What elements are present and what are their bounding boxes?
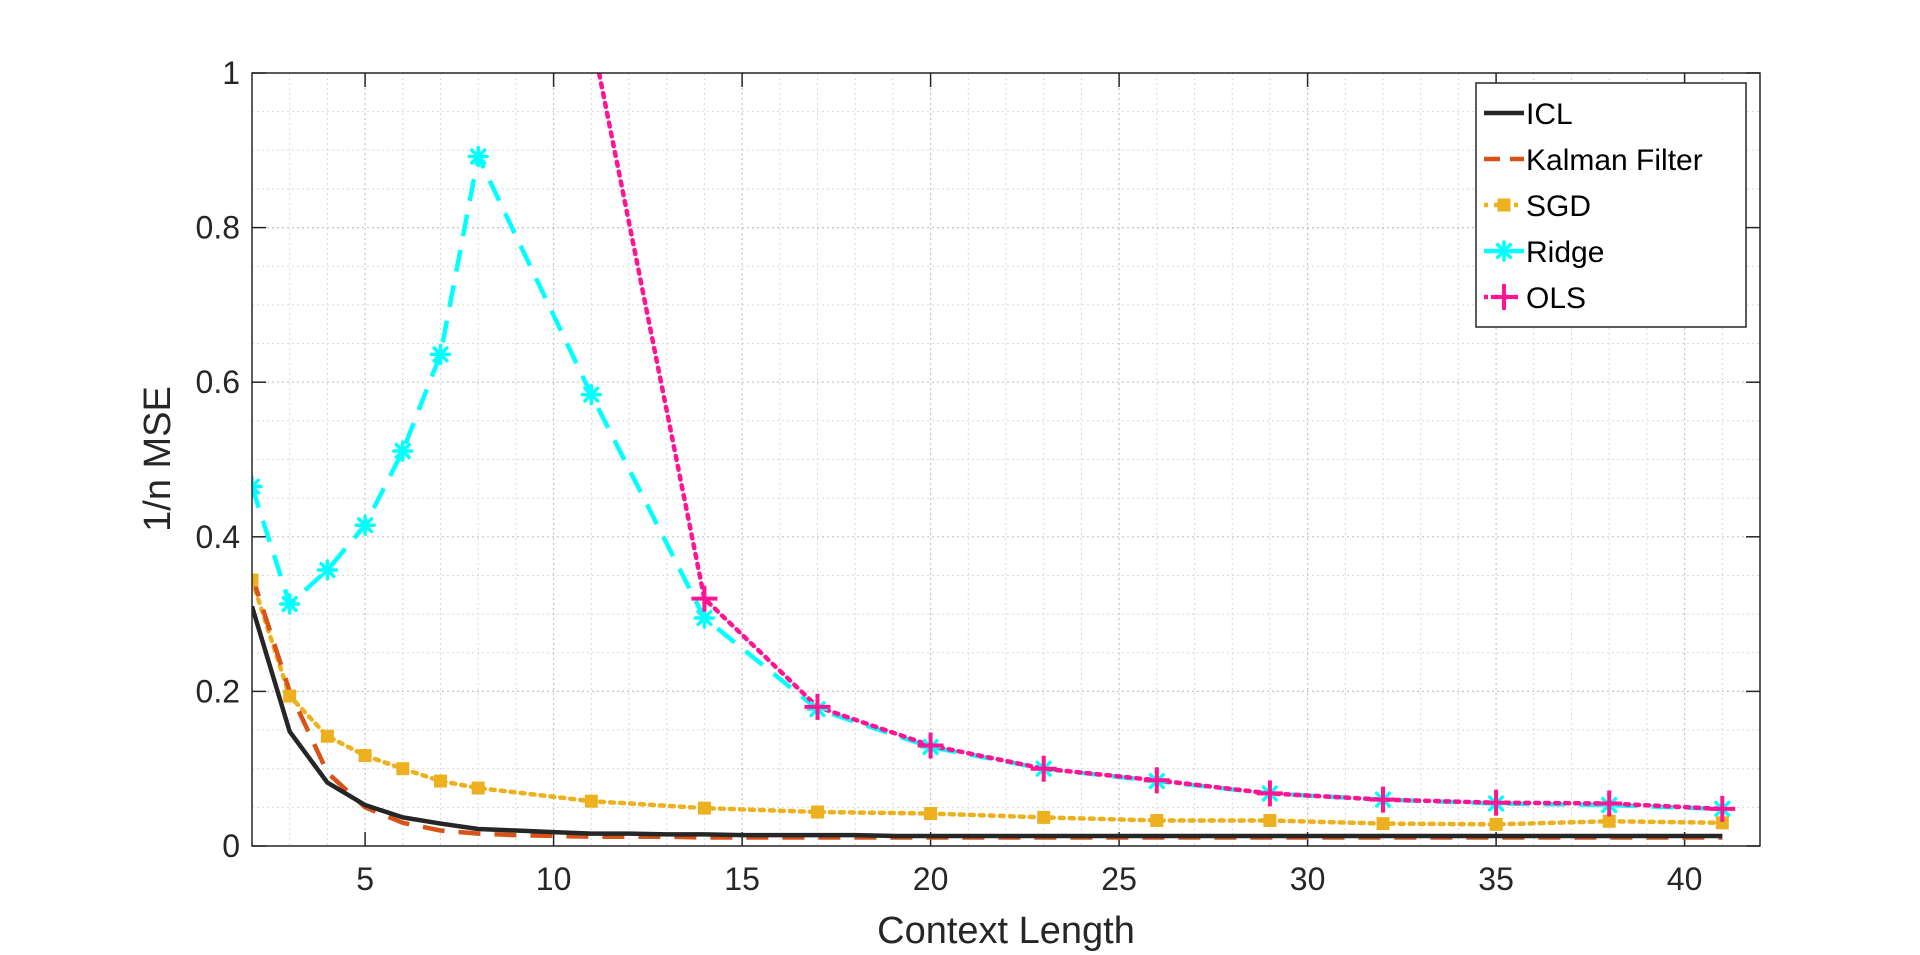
markers-layer <box>252 21 1736 831</box>
data-point-ridge <box>278 593 301 615</box>
data-point-sgd <box>1376 817 1390 831</box>
data-point-sgd <box>697 801 711 815</box>
legend-marker-ridge <box>1493 240 1515 262</box>
data-point-ridge <box>316 559 339 581</box>
data-point-sgd <box>1150 813 1164 827</box>
data-point-ridge <box>467 145 489 168</box>
legend-box <box>1475 82 1747 328</box>
legend[interactable]: ICL Kalman Filter SGD Ridge OLS <box>1475 82 1747 328</box>
x-tick-label: 10 <box>536 861 572 897</box>
data-point-ols <box>1256 780 1283 807</box>
legend-label-icl: ICL <box>1526 98 1573 131</box>
data-point-ols <box>804 693 831 720</box>
data-point-ols <box>1143 767 1170 794</box>
data-point-sgd <box>1263 813 1277 827</box>
legend-entry-ols[interactable]: OLS <box>1484 282 1586 315</box>
data-point-ols <box>1596 790 1623 817</box>
tick-labels: 5 10 15 20 25 30 35 40 0 0.2 0.4 0.6 0.8 1 <box>196 55 1703 897</box>
y-axis-label: 1/n MSE <box>137 386 179 532</box>
legend-label-kalman-filter: Kalman Filter <box>1526 144 1703 177</box>
data-point-sgd <box>1602 814 1616 828</box>
data-point-ridge <box>580 383 603 406</box>
series-line-icl <box>252 605 1723 839</box>
legend-label-ols: OLS <box>1526 282 1586 315</box>
x-axis-label: Context Length <box>877 910 1135 952</box>
data-point-sgd <box>396 762 410 776</box>
data-point-sgd <box>924 807 938 821</box>
data-point-sgd <box>584 794 598 808</box>
legend-entry-ridge[interactable]: Ridge <box>1484 236 1604 269</box>
data-point-sgd <box>1037 810 1051 824</box>
data-point-sgd <box>252 573 259 587</box>
plot-area-border <box>251 72 1761 847</box>
data-point-sgd <box>283 689 297 703</box>
x-tick-label: 40 <box>1667 861 1703 897</box>
x-tick-label: 5 <box>356 861 374 897</box>
x-tick-label: 15 <box>724 861 760 897</box>
data-point-ridge <box>252 475 263 498</box>
y-tick-label: 0.8 <box>196 210 240 246</box>
data-point-sgd <box>434 774 447 788</box>
data-point-sgd <box>358 749 372 763</box>
data-point-sgd <box>1489 817 1503 831</box>
data-point-ridge <box>429 343 452 366</box>
y-tick-label: 0 <box>222 828 240 864</box>
data-point-ols <box>1483 789 1510 816</box>
legend-entry-icl[interactable]: ICL <box>1484 98 1573 131</box>
y-tick-label: 1 <box>222 55 240 91</box>
data-point-sgd <box>471 781 485 795</box>
legend-entry-kalman-filter[interactable]: Kalman Filter <box>1484 144 1703 177</box>
data-point-ols <box>578 21 604 47</box>
data-point-ols <box>691 585 718 612</box>
y-tick-label: 0.4 <box>196 519 240 555</box>
legend-marker-ols <box>1491 284 1517 310</box>
data-point-ols <box>1030 755 1057 782</box>
legend-label-ridge: Ridge <box>1526 236 1604 269</box>
y-tick-label: 0.2 <box>196 673 240 709</box>
data-point-sgd <box>320 729 334 743</box>
legend-marker-sgd <box>1497 198 1511 212</box>
x-tick-label: 35 <box>1478 861 1514 897</box>
data-point-ridge <box>354 514 376 536</box>
data-point-sgd <box>811 805 824 819</box>
legend-entry-sgd[interactable]: SGD <box>1484 190 1591 223</box>
data-point-ols <box>917 732 944 759</box>
data-point-ridge <box>693 607 716 629</box>
data-point-ols <box>1709 795 1736 822</box>
y-tick-label: 0.6 <box>196 364 240 400</box>
x-tick-label: 25 <box>1101 861 1137 897</box>
x-tick-label: 20 <box>913 861 949 897</box>
data-point-ols <box>1370 786 1396 813</box>
legend-label-sgd: SGD <box>1526 190 1591 223</box>
x-tick-label: 30 <box>1290 861 1326 897</box>
data-point-ridge <box>392 440 414 462</box>
